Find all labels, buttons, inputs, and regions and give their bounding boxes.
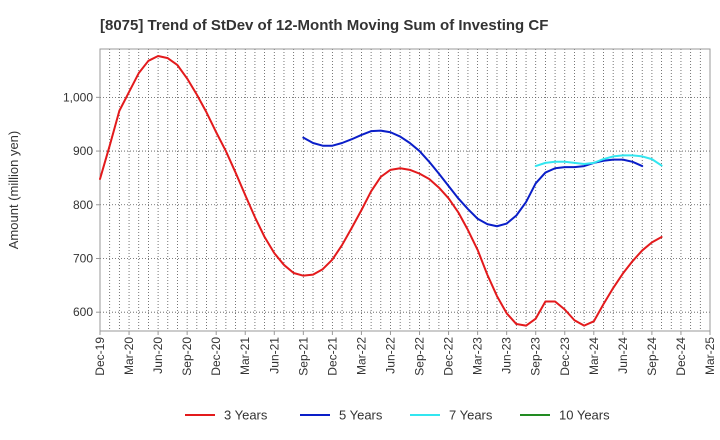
legend-label: 3 Years [224,408,268,423]
series-line-3-years [99,54,663,327]
x-tick-label: Mar-24 [587,337,601,375]
legend: 3 Years 5 Years 7 Years 10 Years [185,408,610,423]
x-tick-label: Sep-23 [529,337,543,376]
plot-frame [99,48,711,332]
x-tick-label: Sep-22 [413,337,427,376]
x-tick-label: Mar-23 [471,337,485,375]
grid [100,49,710,331]
x-tick-label: Dec-20 [209,337,223,376]
x-tick-label: Mar-22 [354,337,368,375]
legend-label: 7 Years [449,408,493,423]
y-tick-label: 900 [73,144,93,158]
y-axis: 600 700 800 900 1,000 [63,90,100,319]
x-tick-label: Sep-21 [296,337,310,376]
y-tick-label: 1,000 [63,90,93,104]
legend-label: 10 Years [559,408,610,423]
x-tick-label: Jun-21 [267,337,281,374]
x-tick-label: Mar-20 [122,337,136,375]
x-tick-label: Jun-24 [616,337,630,374]
series-layer [99,54,663,327]
y-axis-label: Amount (million yen) [6,131,21,250]
x-tick-label: Dec-19 [93,337,107,376]
chart-title: [8075] Trend of StDev of 12-Month Moving… [100,17,548,34]
x-tick-label: Jun-20 [151,337,165,374]
x-tick-label: Mar-25 [703,337,717,375]
y-tick-label: 800 [73,198,93,212]
y-tick-label: 600 [73,305,93,319]
legend-label: 5 Years [339,408,383,423]
x-axis: Dec-19 Mar-20 Jun-20 Sep-20 Dec-20 Mar-21 Jun-… [93,331,717,376]
x-tick-label: Mar-21 [238,337,252,375]
x-tick-label: Dec-21 [325,337,339,376]
series-line-5-years [302,129,644,228]
x-tick-label: Dec-23 [558,337,572,376]
x-tick-label: Jun-22 [383,337,397,374]
x-tick-label: Dec-22 [442,337,456,376]
x-tick-label: Sep-24 [645,337,659,376]
x-tick-label: Jun-23 [500,337,514,374]
y-tick-label: 700 [73,251,93,265]
x-tick-label: Dec-24 [674,337,688,376]
series-line-7-years [534,154,663,168]
x-tick-label: Sep-20 [180,337,194,376]
